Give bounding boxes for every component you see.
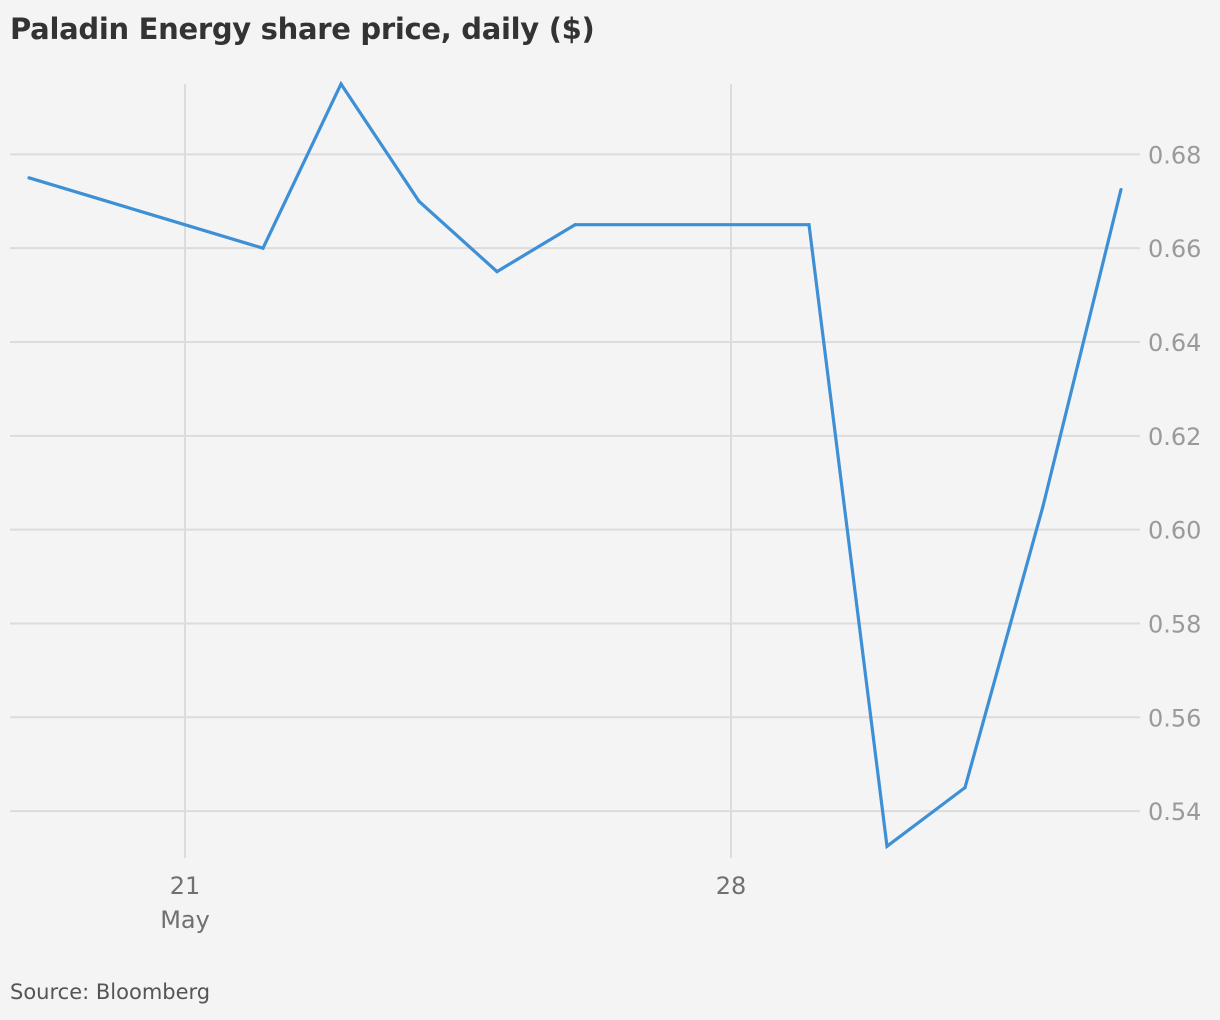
- y-tick-label: 0.66: [1148, 235, 1201, 263]
- data-point: [885, 844, 889, 848]
- data-point: [261, 246, 265, 250]
- x-tick-label: 21: [170, 872, 201, 900]
- y-tick-label: 0.54: [1148, 798, 1201, 826]
- series-line: [28, 80, 1123, 850]
- data-point: [1119, 187, 1123, 192]
- y-tick-label: 0.58: [1148, 610, 1201, 638]
- data-point: [417, 199, 421, 203]
- y-tick-label: 0.68: [1148, 141, 1201, 169]
- y-tick-label: 0.60: [1148, 517, 1201, 545]
- x-axis-ticks: 21 May 28: [160, 872, 746, 934]
- gridlines: [10, 84, 1140, 858]
- data-point: [963, 786, 967, 790]
- data-point: [339, 82, 343, 86]
- data-point: [807, 223, 811, 227]
- x-tick-label: 28: [716, 872, 747, 900]
- y-axis-ticks: 0.54 0.56 0.58 0.60 0.62 0.64 0.66 0.68: [1148, 141, 1201, 826]
- y-tick-label: 0.56: [1148, 704, 1201, 732]
- source-note: Source: Bloomberg: [10, 980, 211, 1004]
- series-layer: [27, 80, 1123, 850]
- data-point: [495, 270, 499, 274]
- chart-title: Paladin Energy share price, daily ($): [10, 12, 595, 46]
- x-tick-sublabel: May: [160, 906, 210, 934]
- data-point: [27, 176, 31, 180]
- y-tick-label: 0.62: [1148, 423, 1201, 451]
- data-point: [573, 223, 577, 227]
- data-point: [1041, 504, 1045, 508]
- y-tick-label: 0.64: [1148, 329, 1201, 357]
